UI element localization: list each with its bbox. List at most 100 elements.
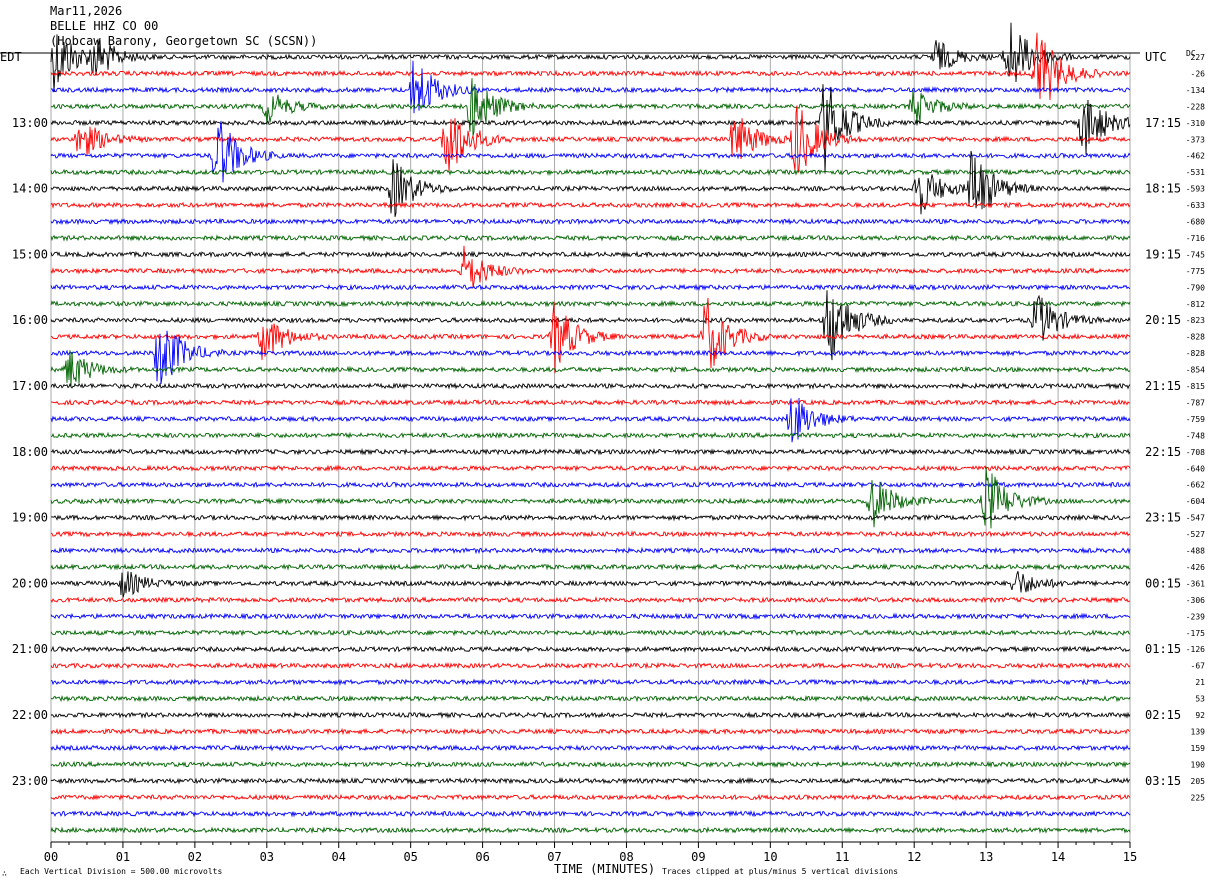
x-tick-label: 10: [763, 850, 777, 864]
dc-offset-label: -604: [1186, 497, 1205, 506]
utc-hour-label: 02:15: [1145, 708, 1181, 722]
dc-offset-label: -854: [1186, 366, 1205, 375]
x-tick-label: 06: [475, 850, 489, 864]
x-tick-label: 02: [188, 850, 202, 864]
utc-corner-label: UTC: [1145, 50, 1167, 64]
dc-offset-label: -640: [1186, 464, 1205, 473]
utc-hour-labels: 17:15 18:15 19:15 20:15 21:15 22:15 23:15 00:15…: [1145, 116, 1181, 788]
edt-corner-label: EDT: [0, 50, 22, 64]
trace-row: [50, 466, 1131, 529]
dc-offset-label: -828: [1186, 349, 1205, 358]
trace-row: [50, 480, 1131, 489]
edt-hour-label: 18:00: [12, 445, 48, 459]
dc-offset-label: -680: [1186, 218, 1205, 227]
dc-offset-label: -828: [1186, 333, 1205, 342]
trace-row: [50, 694, 1131, 703]
seismic-traces: [50, 22, 1131, 835]
dc-offset-label: 190: [1191, 760, 1206, 769]
x-tick-label: 04: [332, 850, 346, 864]
dc-offset-label: -787: [1186, 398, 1205, 407]
scale-marker-icon: ∴: [2, 869, 7, 878]
x-tick-label: 14: [1051, 850, 1065, 864]
dc-header-label: DC: [1186, 49, 1196, 58]
station-location: (Hobcaw Barony, Georgetown SC (SCSN)): [50, 34, 318, 48]
x-tick-label: 15: [1123, 850, 1137, 864]
utc-hour-label: 01:15: [1145, 642, 1181, 656]
utc-hour-label: 21:15: [1145, 379, 1181, 393]
trace-row: [50, 120, 1131, 183]
dc-offset-label: -126: [1186, 645, 1205, 654]
utc-hour-label: 18:15: [1145, 182, 1181, 196]
dc-offset-label: 159: [1191, 744, 1206, 753]
station-code: BELLE HHZ CO 00: [50, 19, 159, 33]
utc-hour-label: 22:15: [1145, 445, 1181, 459]
trace-row: [50, 168, 1131, 177]
x-tick-label: 00: [44, 850, 58, 864]
dc-offset-label: -527: [1186, 530, 1205, 539]
trace-row: [50, 661, 1131, 670]
dc-offset-label: -306: [1186, 596, 1205, 605]
dc-offset-label: -373: [1186, 135, 1205, 144]
trace-row: [50, 464, 1131, 473]
trace-row: [50, 629, 1131, 637]
x-tick-label: 08: [619, 850, 633, 864]
x-axis-title: TIME (MINUTES): [554, 862, 656, 876]
trace-row: [50, 283, 1131, 292]
utc-hour-label: 19:15: [1145, 247, 1181, 261]
trace-row: [50, 809, 1131, 818]
utc-hour-label: 20:15: [1145, 313, 1181, 327]
trace-row: [50, 744, 1131, 752]
trace-row: [50, 290, 1131, 361]
trace-row: [50, 447, 1131, 456]
trace-row: [50, 645, 1131, 654]
trace-row: [50, 297, 1131, 374]
trace-row: [50, 596, 1131, 604]
trace-row: [50, 793, 1131, 802]
utc-hour-label: 23:15: [1145, 511, 1181, 525]
dc-offset-label: -815: [1186, 382, 1205, 391]
time-axis: 00 01 02 03 04 05 06 07 08 09 10 11 12 13 14 15: [44, 841, 1137, 864]
trace-row: [50, 398, 1131, 407]
x-tick-label: 05: [403, 850, 417, 864]
dc-offset-label: -708: [1186, 448, 1205, 457]
trace-row: [50, 105, 1131, 174]
dc-offset-label: 21: [1195, 678, 1205, 687]
trace-row: [50, 32, 1131, 101]
trace-row: [50, 612, 1131, 621]
dc-offset-label: -547: [1186, 514, 1205, 523]
trace-row: [50, 217, 1131, 226]
dc-offset-label: 227: [1191, 53, 1206, 62]
trace-row: [50, 78, 1131, 136]
edt-hour-label: 15:00: [12, 247, 48, 261]
x-tick-label: 07: [547, 850, 561, 864]
edt-hour-label: 23:00: [12, 774, 48, 788]
edt-hour-labels: 13:00 14:00 15:00 16:00 17:00 18:00 19:00 20:00…: [12, 116, 48, 788]
dc-offset-label: -310: [1186, 119, 1205, 128]
dc-offset-labels: 227 -26 -134 -228 -310 -373 -462 -531 -593 -633 -6…: [1186, 53, 1205, 802]
x-tick-label: 03: [260, 850, 274, 864]
record-date: Mar11,2026: [50, 4, 123, 18]
trace-row: [50, 60, 1131, 114]
trace-row: [50, 150, 1131, 218]
dc-offset-label: -228: [1186, 102, 1205, 111]
dc-offset-label: -426: [1186, 563, 1205, 572]
dc-offset-label: -488: [1186, 547, 1205, 556]
dc-offset-label: 53: [1195, 695, 1205, 704]
dc-offset-label: -633: [1186, 201, 1205, 210]
trace-row: [50, 727, 1131, 736]
x-tick-label: 13: [979, 850, 993, 864]
trace-row: [50, 234, 1131, 242]
trace-row: [50, 299, 1131, 308]
trace-row: [50, 350, 1131, 388]
dc-offset-label: -26: [1191, 69, 1206, 78]
dc-offset-label: 225: [1191, 793, 1206, 802]
edt-hour-label: 16:00: [12, 313, 48, 327]
trace-row: [50, 330, 1131, 384]
trace-row: [50, 382, 1131, 390]
trace-row: [50, 22, 1131, 93]
edt-hour-label: 20:00: [12, 576, 48, 590]
x-tick-label: 12: [907, 850, 921, 864]
utc-hour-label: 00:15: [1145, 576, 1181, 590]
trace-row: [50, 84, 1131, 174]
